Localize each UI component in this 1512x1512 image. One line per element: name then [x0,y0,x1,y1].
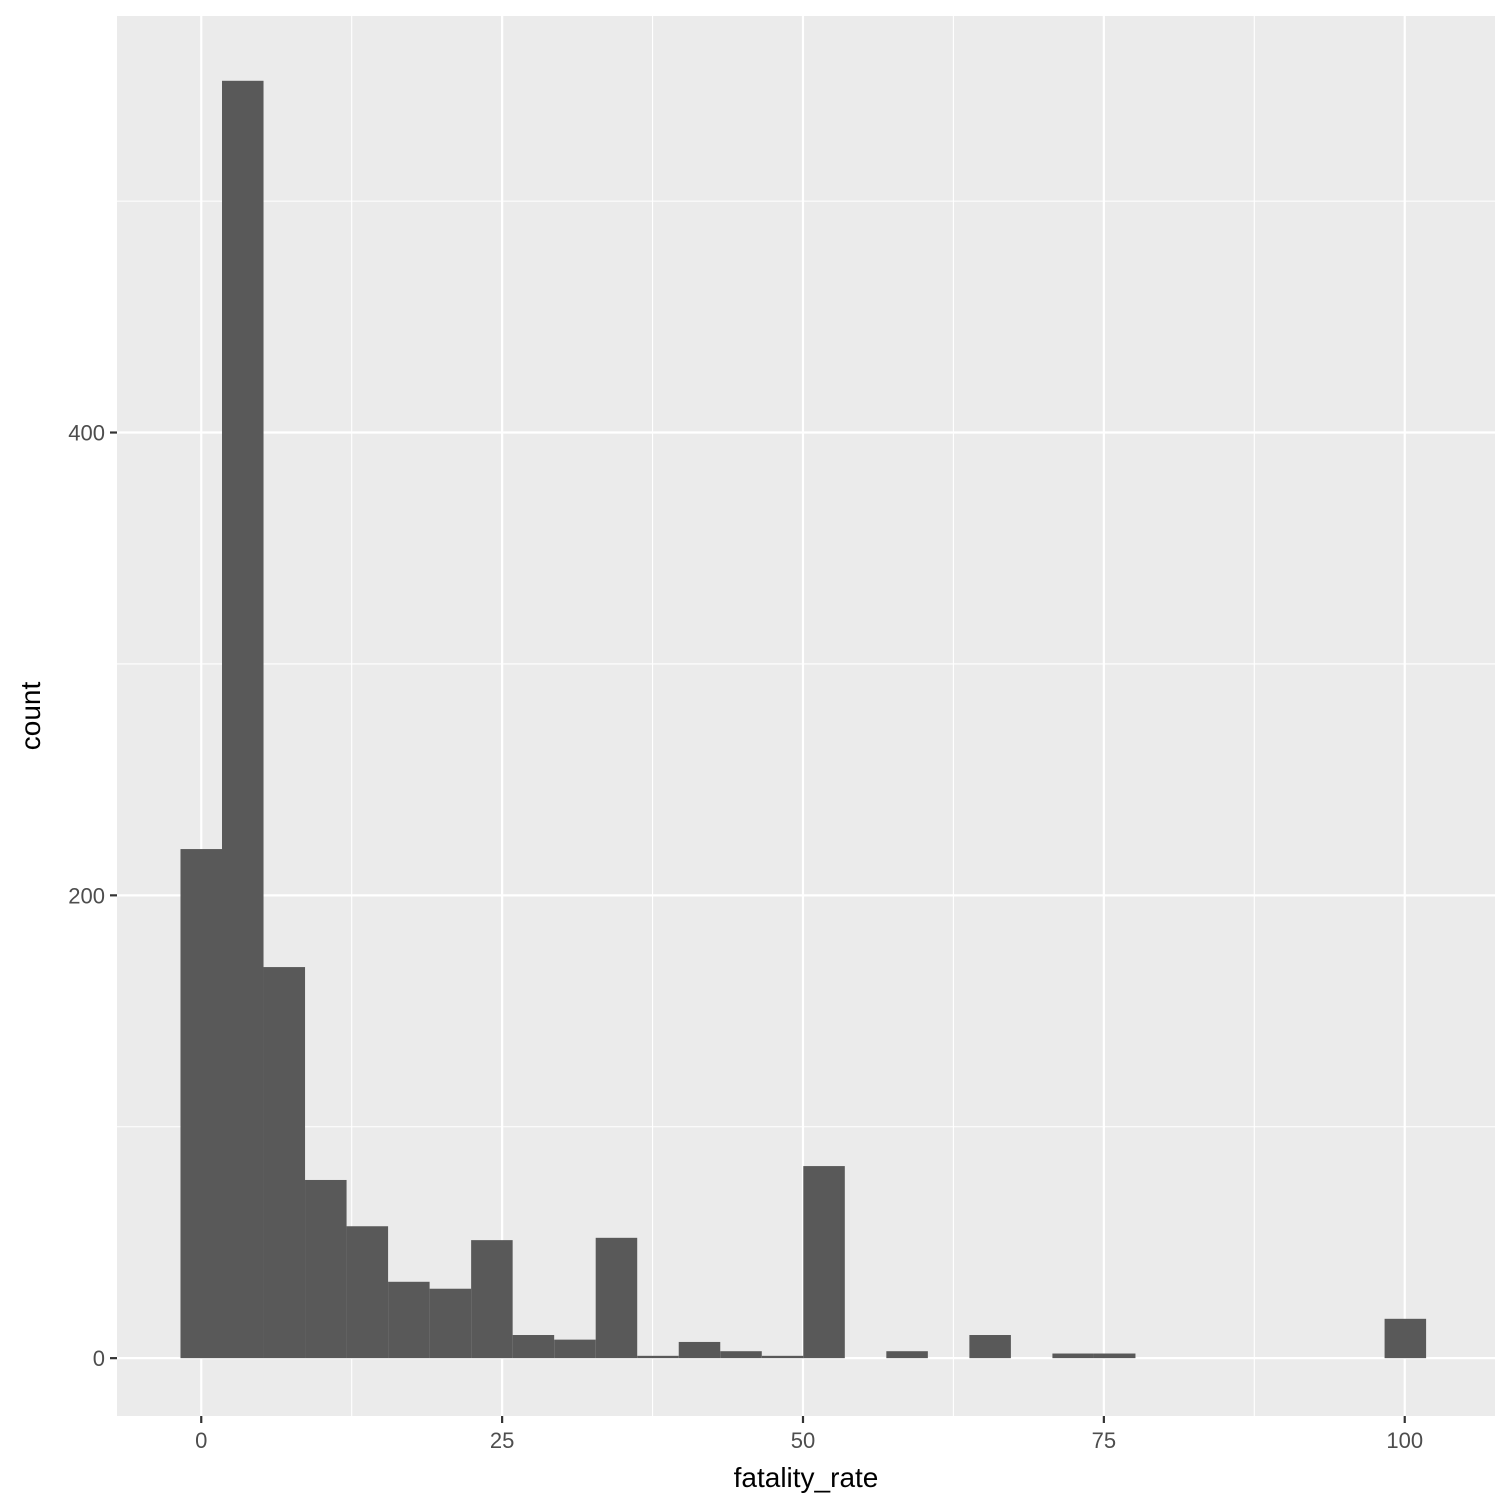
histogram-bars [180,80,1427,1359]
histogram-bar [1384,1318,1427,1359]
histogram-bar [720,1351,762,1359]
histogram-bar [1052,1353,1094,1359]
histogram-bar [512,1335,555,1359]
y-axis: 0 200 400 [68,421,117,1371]
y-axis-title: count [15,682,46,751]
histogram-bar [263,967,306,1359]
histogram-bar [429,1288,472,1359]
histogram-bar [678,1341,721,1359]
histogram-bar [471,1240,513,1359]
minor-gridlines [117,16,1495,1416]
histogram-bar [761,1355,804,1359]
y-tick-label: 200 [68,883,105,908]
histogram-bar [346,1226,389,1359]
x-tick-label: 100 [1386,1428,1423,1453]
x-axis-title: fatality_rate [734,1462,879,1493]
x-tick-label: 75 [1092,1428,1116,1453]
histogram-bar [305,1179,347,1359]
x-tick-label: 50 [791,1428,815,1453]
histogram-bar [637,1355,679,1359]
histogram-bar [886,1351,928,1359]
y-tick-label: 0 [93,1346,105,1371]
x-axis: 0 25 50 75 100 [195,1416,1423,1453]
histogram-bar [803,1166,845,1359]
histogram-bar [1093,1353,1136,1359]
histogram-bar [554,1339,596,1359]
x-tick-label: 25 [490,1428,514,1453]
histogram-bar [595,1237,638,1359]
histogram-bar [388,1281,430,1359]
histogram-bar [180,849,223,1359]
y-tick-label: 400 [68,421,105,446]
histogram-bar [222,80,264,1359]
histogram-bar [969,1335,1011,1359]
x-tick-label: 0 [195,1428,207,1453]
